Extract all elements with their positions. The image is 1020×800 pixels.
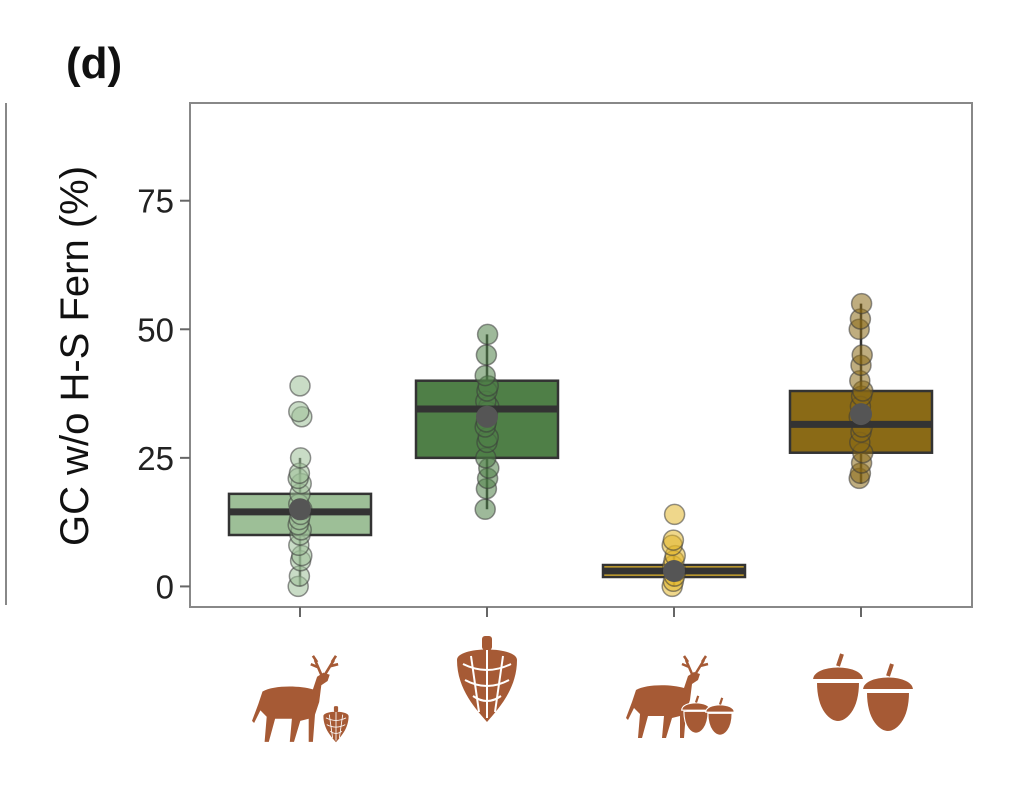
box-group-deer-and-acorns (601, 503, 747, 598)
data-point (474, 364, 496, 387)
deer-icon (252, 655, 339, 742)
data-point (288, 400, 310, 423)
mean-marker (663, 560, 685, 582)
acorn-icon (860, 663, 916, 734)
data-point (851, 344, 873, 366)
box-group-pinecone (414, 323, 560, 521)
y-tick-label: 50 (137, 311, 174, 348)
data-point (476, 323, 499, 346)
y-axis-title: GC w/o H-S Fern (%) (53, 166, 97, 546)
x-axis (299, 607, 862, 617)
data-point (289, 375, 311, 397)
boxes-layer (227, 292, 934, 598)
data-point (663, 503, 686, 526)
acorn-icon (705, 697, 735, 736)
y-tick-label: 75 (137, 183, 174, 220)
data-point (475, 344, 498, 366)
data-point (662, 529, 685, 551)
mean-marker (289, 498, 311, 521)
data-point (289, 447, 312, 469)
deer-icon (626, 655, 709, 738)
data-point (850, 292, 873, 315)
y-tick-label: 0 (156, 568, 174, 605)
box-group-acorns (788, 292, 934, 490)
category-icons (252, 636, 916, 743)
pinecone-icon (457, 636, 517, 722)
data-point (474, 498, 496, 521)
acorn-icon (810, 653, 866, 724)
mean-marker (850, 403, 872, 426)
y-tick-label: 25 (137, 440, 174, 477)
mean-marker (476, 405, 498, 428)
box-group-deer-and-pinecone (227, 375, 373, 598)
panel-label: (d) (66, 39, 122, 88)
pinecone-icon (323, 706, 349, 743)
y-axis: 0 25 50 75 (137, 183, 190, 605)
